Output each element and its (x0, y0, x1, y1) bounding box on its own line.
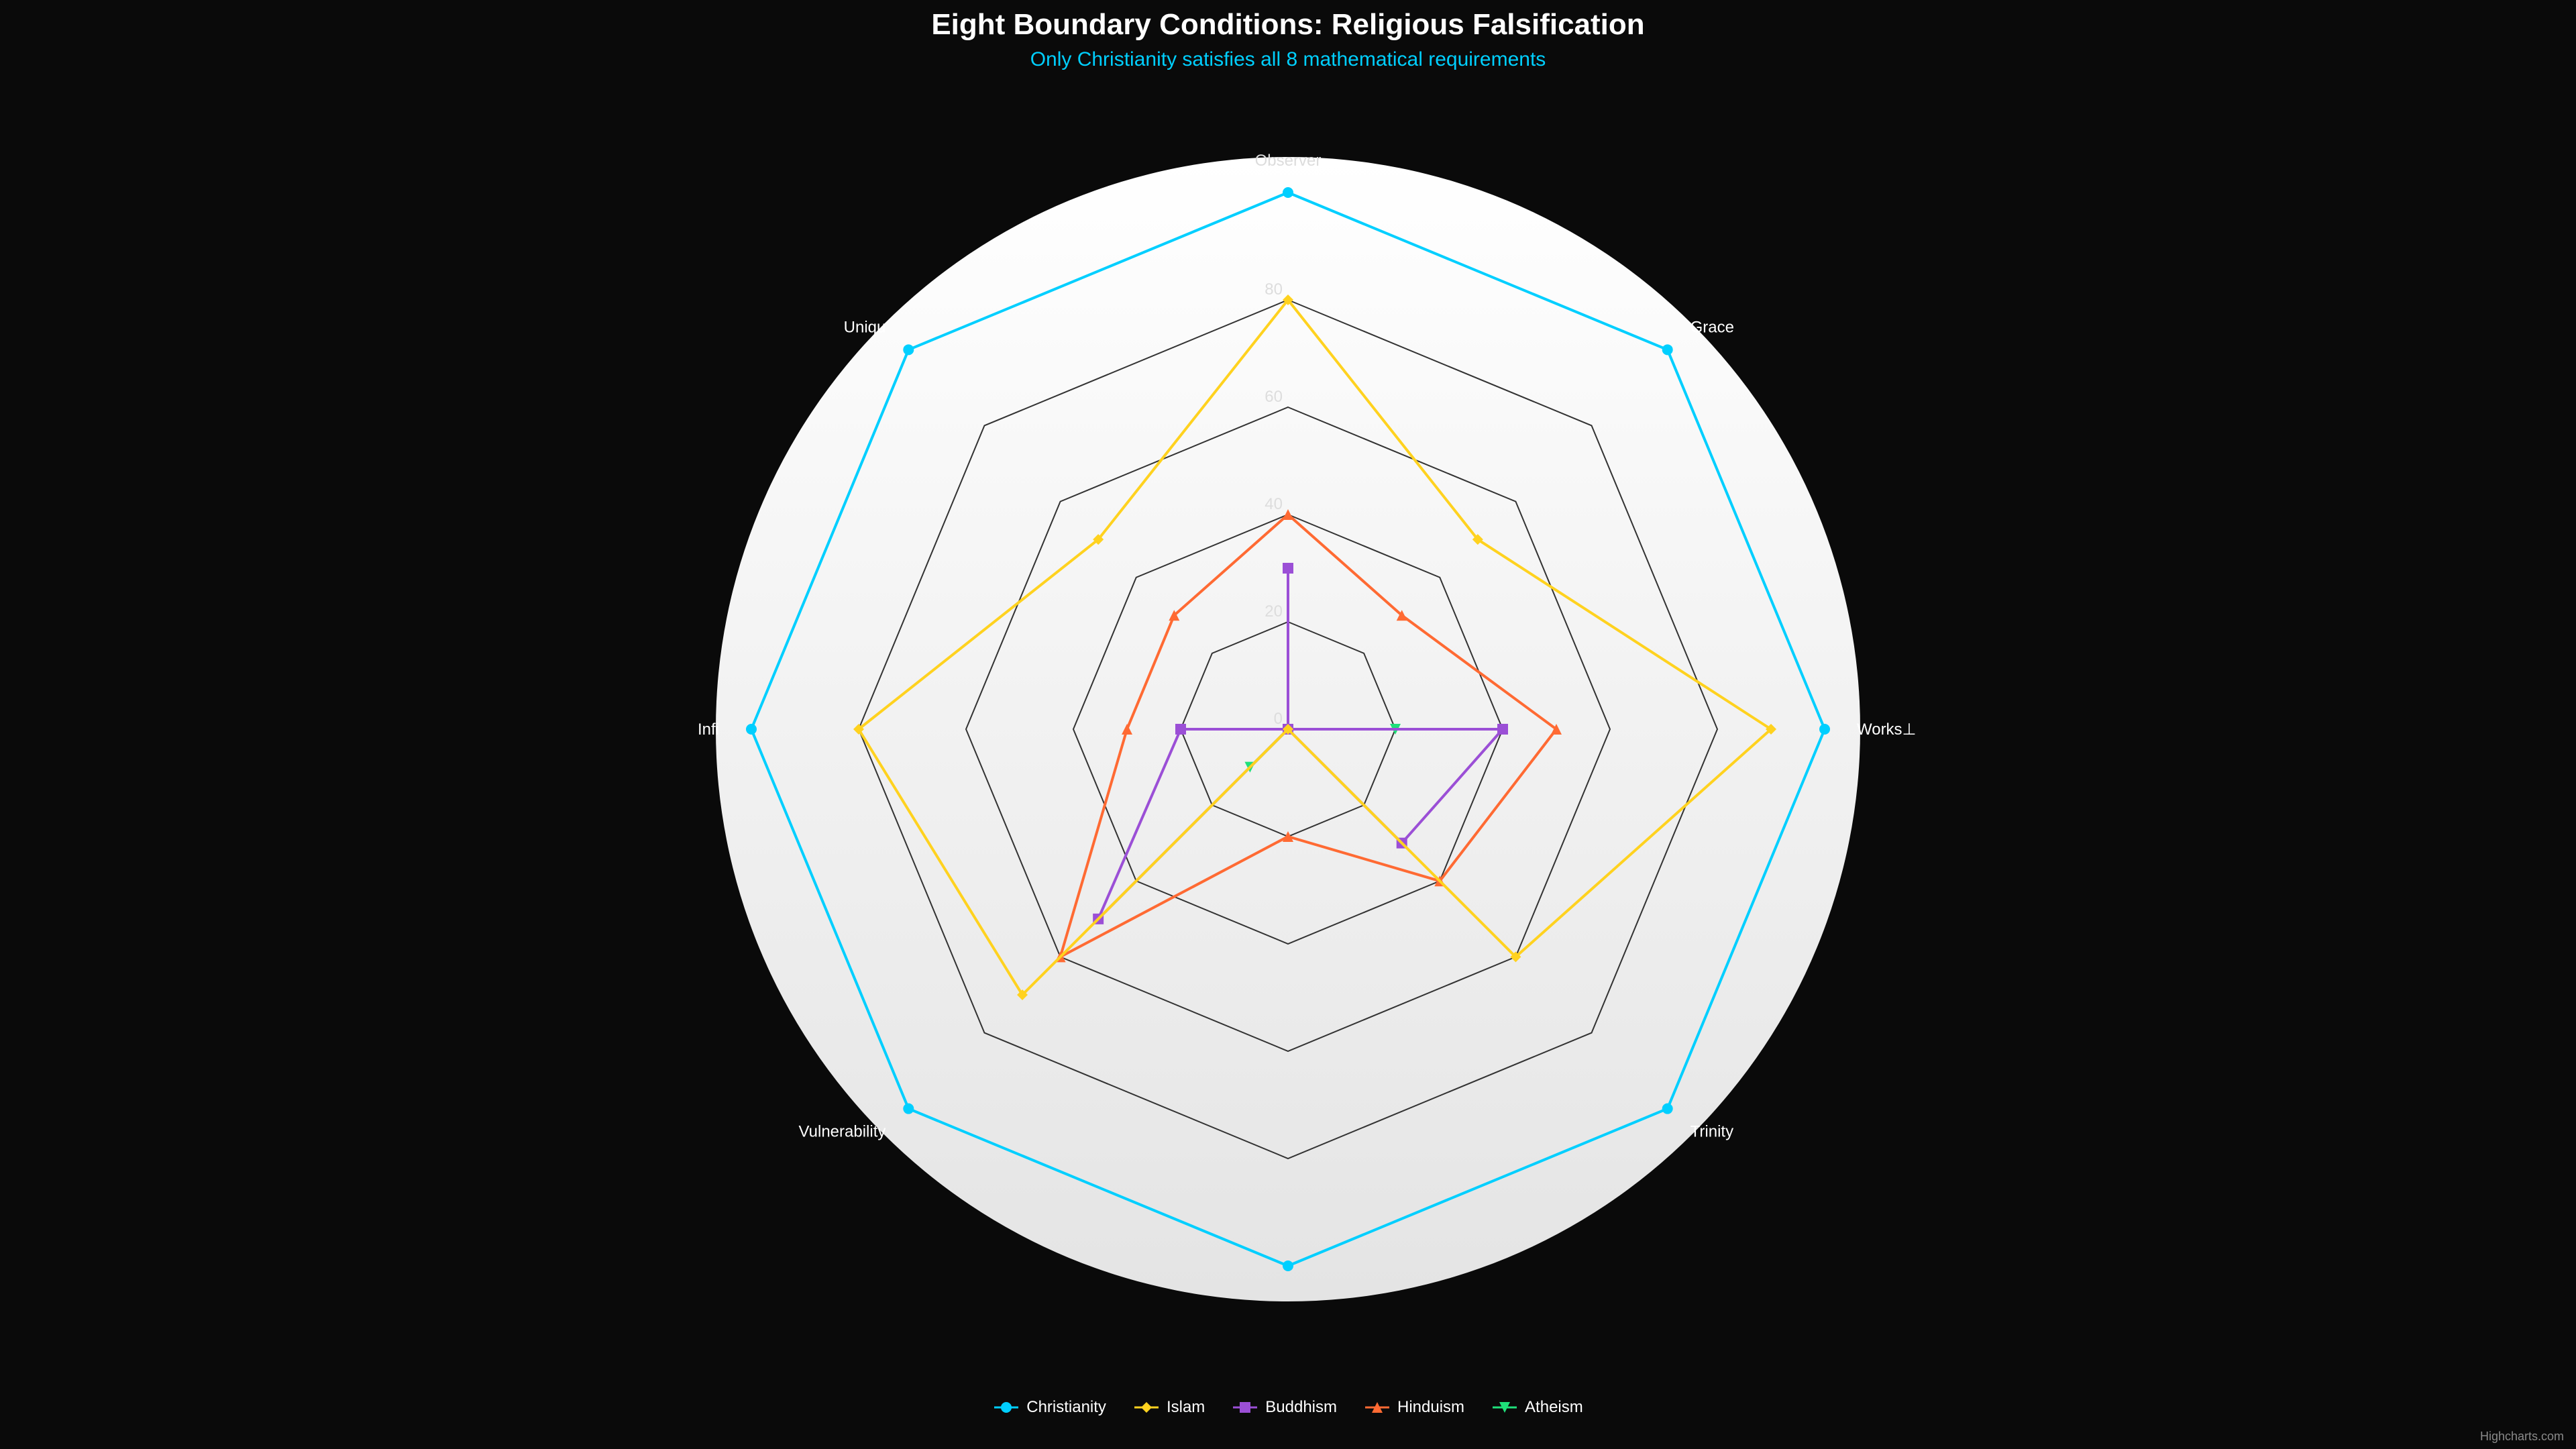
data-point-buddhism[interactable] (1497, 724, 1508, 735)
y-tick-label: 60 (1265, 388, 1283, 406)
legend-item-hinduism[interactable]: Hinduism (1364, 1398, 1464, 1417)
data-point-christianity[interactable] (1819, 724, 1830, 735)
legend-symbol-islam (1134, 1402, 1159, 1413)
legend-item-islam[interactable]: Islam (1133, 1398, 1205, 1417)
category-label: Infi (698, 720, 719, 739)
legend-symbol-hinduism (1365, 1402, 1390, 1413)
y-tick-label: 40 (1265, 495, 1283, 513)
legend-label: Atheism (1525, 1398, 1583, 1416)
data-point-christianity[interactable] (746, 724, 757, 735)
legend-symbol-buddhism (1233, 1402, 1258, 1413)
legend-label: Hinduism (1397, 1398, 1465, 1416)
data-point-christianity[interactable] (903, 344, 914, 356)
data-point-hinduism[interactable] (1283, 831, 1293, 842)
series-layer (746, 187, 1830, 1271)
legend-item-atheism[interactable]: Atheism (1491, 1398, 1583, 1417)
data-point-islam[interactable] (1766, 724, 1776, 735)
grid-ring-40 (1072, 513, 1504, 945)
chart-subtitle: Only Christianity satisfies all 8 mathem… (1030, 48, 1546, 70)
y-tick-label: 80 (1265, 280, 1283, 299)
legend-marker-atheism (1499, 1402, 1511, 1413)
credits-link[interactable]: Highcharts.com (2479, 1430, 2564, 1443)
data-point-islam[interactable] (853, 724, 864, 735)
data-point-christianity[interactable] (1283, 1260, 1293, 1271)
legend-label: Islam (1166, 1398, 1205, 1416)
legend-label: Christianity (1026, 1398, 1106, 1416)
chart-title: Eight Boundary Conditions: Religious Fal… (931, 8, 1645, 41)
grid-layer (857, 299, 1719, 1160)
y-tick-label: 20 (1265, 602, 1283, 621)
grid-ring-80 (857, 299, 1719, 1160)
legend-marker-christianity (1001, 1402, 1012, 1413)
data-point-hinduism[interactable] (1283, 509, 1293, 520)
category-labels: Observer Grace Works⊥ Trinity Vulnerability I… (698, 152, 1916, 1141)
series-islam (853, 294, 1776, 1000)
category-label: Vulnerability (799, 1123, 886, 1141)
data-point-christianity[interactable] (903, 1103, 914, 1114)
data-point-islam[interactable] (1283, 294, 1293, 305)
legend: Christianity Islam Buddhism Hinduism Atheism (0, 1398, 2576, 1417)
data-point-buddhism[interactable] (1175, 724, 1186, 735)
data-point-christianity[interactable] (1662, 1103, 1673, 1114)
data-point-islam[interactable] (1472, 534, 1483, 545)
data-point-islam[interactable] (1017, 989, 1028, 1000)
data-point-christianity[interactable] (1662, 344, 1673, 356)
data-point-islam[interactable] (1093, 534, 1104, 545)
category-label: Grace (1690, 318, 1734, 336)
legend-marker-buddhism (1240, 1402, 1251, 1413)
legend-label: Buddhism (1265, 1398, 1338, 1416)
legend-marker-islam (1140, 1402, 1152, 1413)
category-label: Works⊥ (1857, 720, 1916, 739)
category-label: Observer (1255, 152, 1322, 170)
data-point-hinduism[interactable] (1551, 724, 1562, 735)
data-point-hinduism[interactable] (1169, 610, 1180, 621)
y-tick-label: 0 (1274, 710, 1283, 728)
legend-item-buddhism[interactable]: Buddhism (1232, 1398, 1337, 1417)
y-tick-labels: 0 20 40 60 80 (1265, 280, 1283, 728)
data-point-islam[interactable] (1283, 724, 1293, 735)
data-point-hinduism[interactable] (1396, 610, 1407, 621)
legend-item-christianity[interactable]: Christianity (993, 1398, 1106, 1417)
grid-ring-60 (965, 406, 1611, 1053)
data-point-hinduism[interactable] (1122, 724, 1132, 735)
legend-marker-hinduism (1372, 1402, 1383, 1413)
data-point-buddhism[interactable] (1283, 563, 1293, 574)
data-point-islam[interactable] (1510, 951, 1521, 963)
series-christianity (746, 187, 1830, 1271)
category-label: Uniqu (844, 318, 886, 336)
category-label: Trinity (1690, 1123, 1733, 1141)
legend-symbol-atheism (1493, 1402, 1517, 1413)
legend-symbol-christianity (994, 1402, 1019, 1413)
data-point-christianity[interactable] (1283, 187, 1293, 198)
